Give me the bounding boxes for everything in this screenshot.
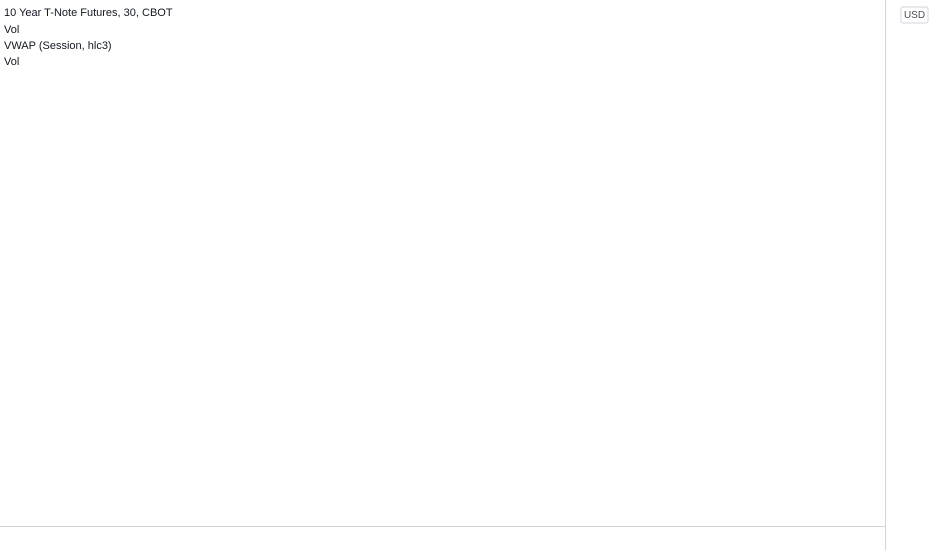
legend-title: 10 Year T-Note Futures, 30, CBOT bbox=[4, 7, 173, 19]
currency[interactable]: USD bbox=[904, 10, 925, 21]
price-axis-bg bbox=[886, 0, 932, 550]
time-axis-bg bbox=[0, 526, 886, 550]
legend-study: VWAP (Session, hlc3) bbox=[4, 40, 112, 52]
currency-box[interactable] bbox=[900, 6, 929, 24]
legend: 10 Year T-Note Futures, 30, CBOT Vol VWA… bbox=[4, 7, 173, 68]
legend-study: Vol bbox=[4, 56, 19, 68]
legend-study: Vol bbox=[4, 24, 19, 36]
